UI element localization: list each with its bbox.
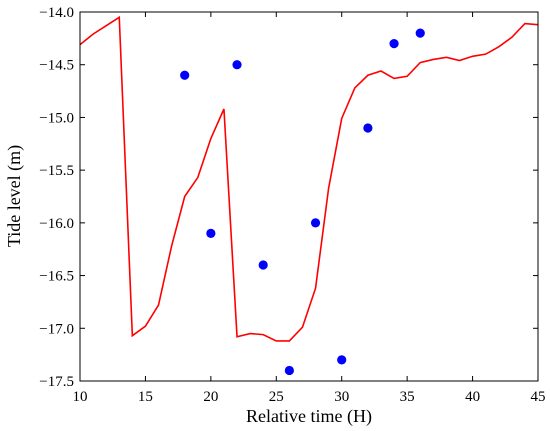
- scatter-point: [337, 355, 347, 365]
- x-tick-label: 25: [269, 389, 284, 405]
- x-tick-label: 15: [138, 389, 153, 405]
- y-tick-label: −15.5: [39, 163, 74, 179]
- y-tick-label: −17.0: [39, 321, 74, 337]
- x-tick-label: 35: [400, 389, 415, 405]
- y-tick-label: −15.0: [39, 110, 74, 126]
- plot-frame: [79, 11, 539, 382]
- x-tick-label: 45: [531, 389, 546, 405]
- ticks-layer: 10 15 20 25 30 35 40 45 −14.0 −14.5 −15.0 −15.5 −16.…: [39, 5, 545, 405]
- x-tick-label: 40: [465, 389, 480, 405]
- tide-series-line: [80, 15, 538, 342]
- x-tick-label: 10: [73, 389, 88, 405]
- scatter-point: [363, 123, 373, 133]
- series-layer: [80, 15, 538, 376]
- scatter-point: [180, 70, 190, 80]
- y-tick-label: −16.5: [39, 269, 74, 285]
- y-tick-label: −17.5: [39, 374, 74, 390]
- y-axis-label: Tide level (m): [4, 145, 25, 247]
- y-tick-label: −14.5: [39, 58, 74, 74]
- scatter-point: [310, 218, 321, 228]
- y-tick-label: −14.0: [39, 5, 74, 21]
- x-axis-label: Relative time (H): [246, 406, 372, 427]
- x-tick-label: 20: [203, 389, 218, 405]
- scatter-point: [206, 228, 216, 238]
- y-tick-label: −16.0: [39, 216, 74, 232]
- x-tick-label: 30: [334, 389, 349, 405]
- scatter-point: [389, 39, 399, 49]
- scatter-point: [415, 28, 425, 38]
- scatter-point: [258, 260, 268, 270]
- scatter-point: [232, 60, 242, 70]
- scatter-point: [284, 365, 294, 376]
